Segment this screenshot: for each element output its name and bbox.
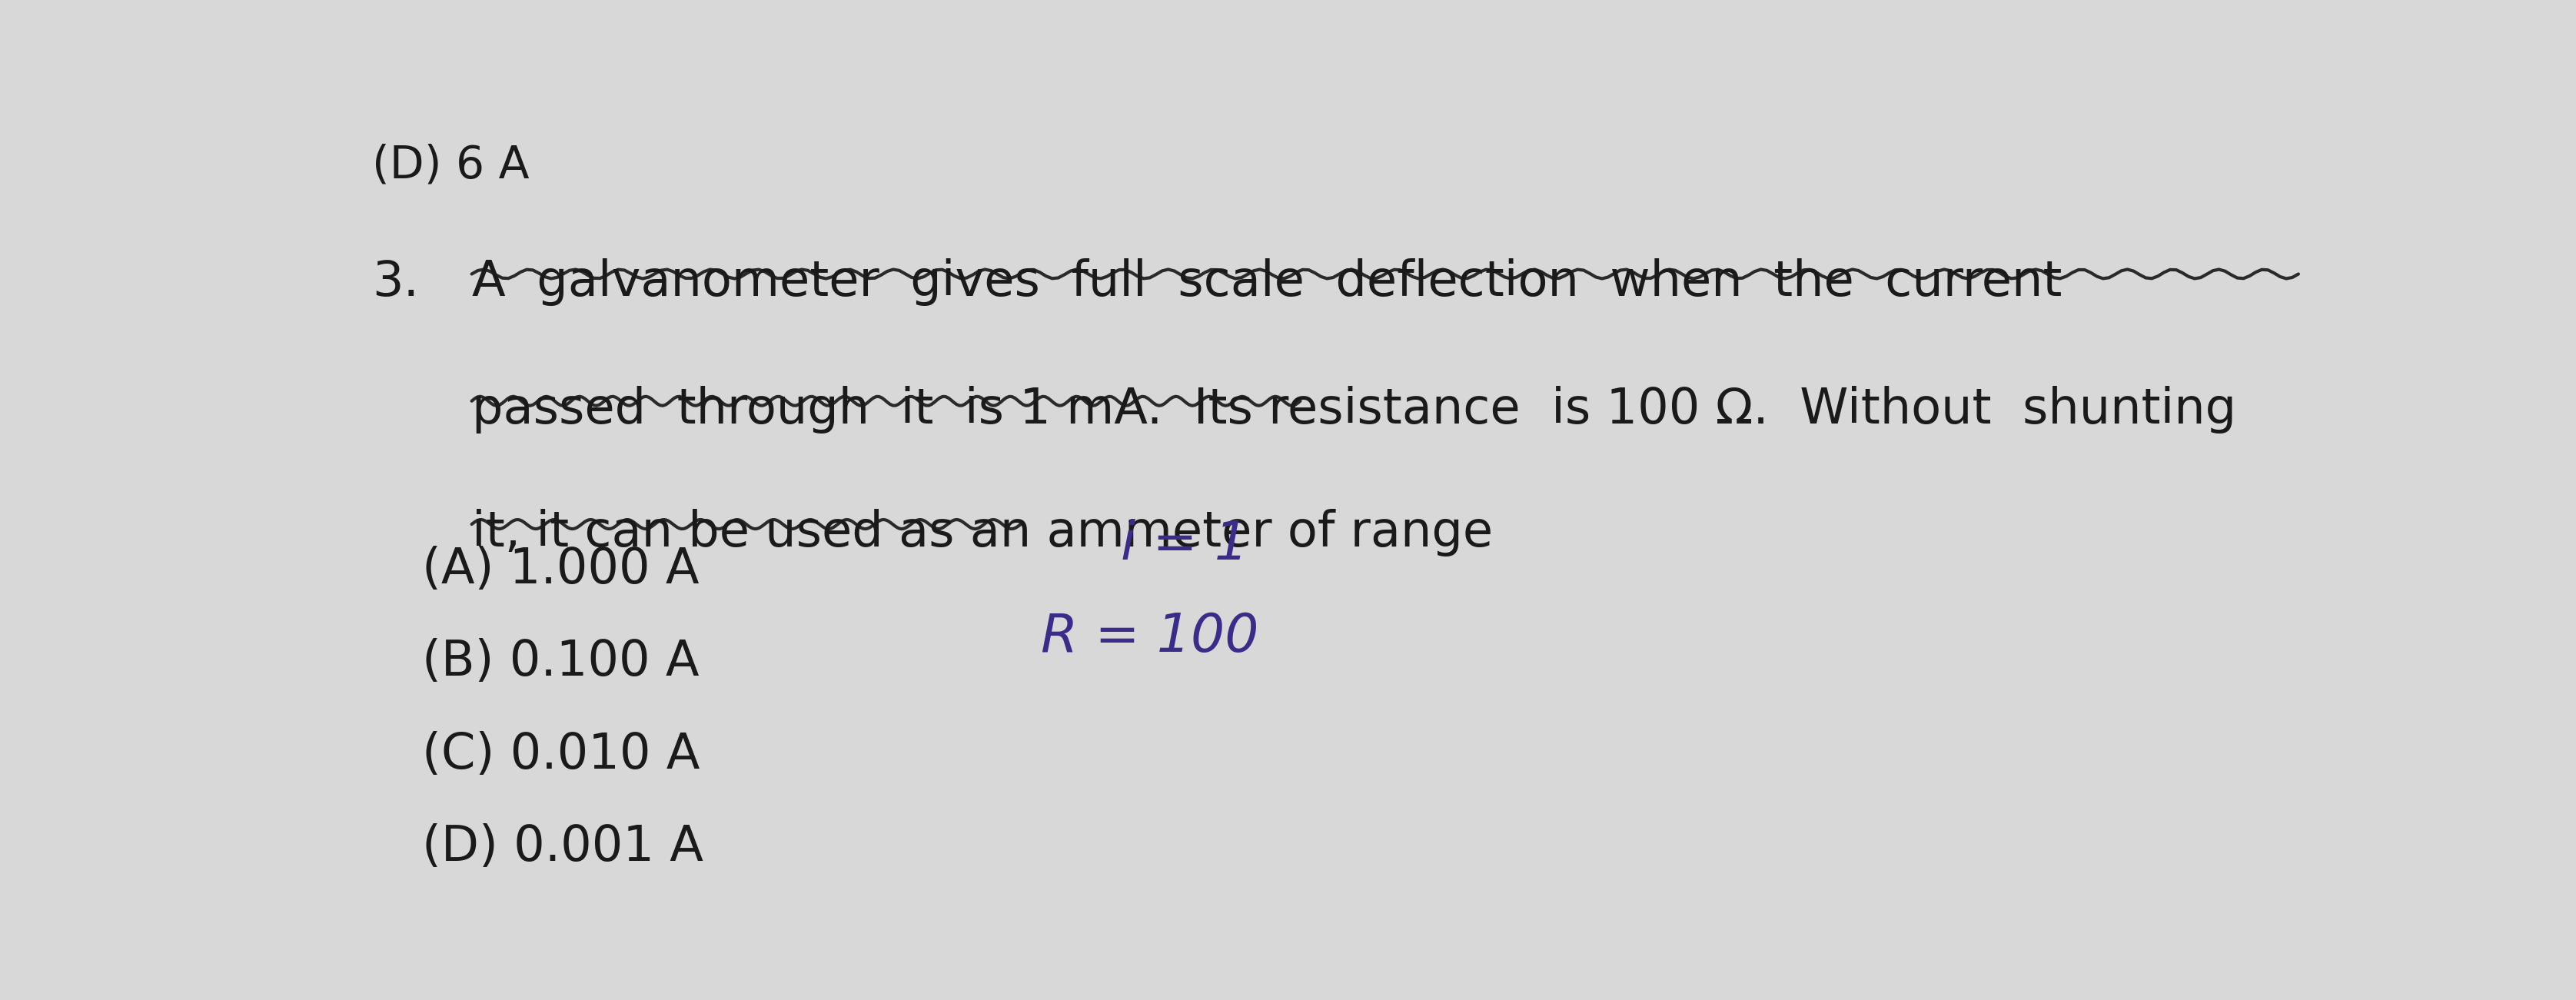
Text: 3.: 3. <box>371 259 420 306</box>
Text: (D) 6 A: (D) 6 A <box>371 143 528 187</box>
Text: R = 100: R = 100 <box>1041 611 1260 663</box>
Text: (B) 0.100 A: (B) 0.100 A <box>422 638 698 686</box>
Text: i = 1: i = 1 <box>1121 519 1249 570</box>
Text: (A) 1.000 A: (A) 1.000 A <box>422 546 698 594</box>
Text: (C) 0.010 A: (C) 0.010 A <box>422 731 701 778</box>
Text: it, it can be used as an ammeter of range: it, it can be used as an ammeter of rang… <box>471 509 1492 557</box>
Text: passed  through  it  is 1 mA.  Its resistance  is 100 Ω.  Without  shunting: passed through it is 1 mA. Its resistanc… <box>471 386 2236 433</box>
Text: (D) 0.001 A: (D) 0.001 A <box>422 823 703 871</box>
Text: A  galvanometer  gives  full  scale  deflection  when  the  current: A galvanometer gives full scale deflecti… <box>471 259 2061 306</box>
